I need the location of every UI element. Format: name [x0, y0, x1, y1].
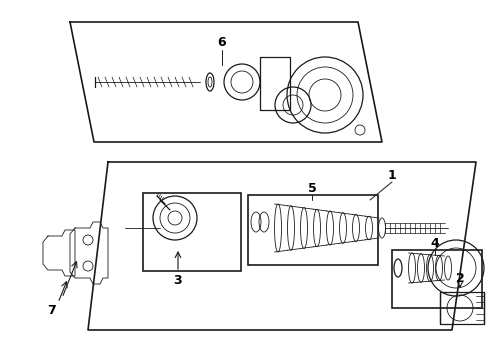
Text: 3: 3 [173, 274, 182, 287]
Text: 5: 5 [307, 181, 316, 194]
Bar [391, 250, 481, 308]
Bar [439, 292, 483, 324]
Bar [247, 195, 377, 265]
Text: 4: 4 [430, 237, 439, 249]
Text: 7: 7 [47, 303, 56, 316]
Text: 6: 6 [217, 36, 226, 49]
Bar [142, 193, 241, 271]
Text: 1: 1 [387, 168, 396, 181]
Text: 2: 2 [455, 271, 464, 284]
